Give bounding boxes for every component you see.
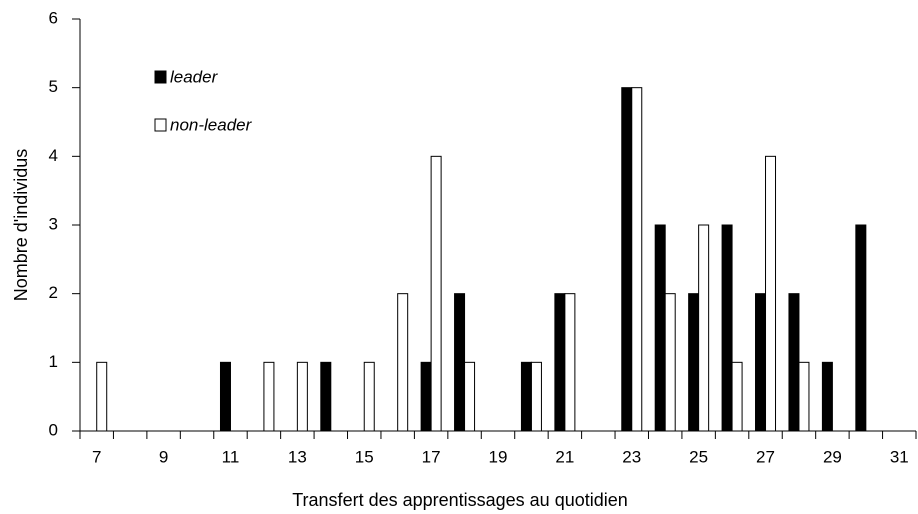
bar	[454, 293, 466, 432]
y-tick-label: 1	[49, 352, 58, 371]
legend-swatch	[154, 70, 167, 84]
bar	[731, 361, 743, 432]
y-tick-label: 5	[49, 77, 58, 96]
bar	[631, 87, 643, 432]
bar	[688, 293, 700, 432]
legend-swatch	[154, 118, 167, 132]
bar	[564, 293, 576, 432]
bar	[698, 224, 710, 432]
x-tick-label: 31	[890, 447, 909, 466]
y-tick-label: 3	[49, 214, 58, 233]
bar	[96, 361, 108, 432]
bar	[654, 224, 666, 432]
legend-label: leader	[170, 67, 219, 86]
bar	[821, 361, 833, 432]
bar	[798, 361, 810, 432]
bar	[530, 361, 542, 432]
x-tick-label: 13	[288, 447, 307, 466]
bar	[320, 361, 332, 432]
y-tick-label: 4	[49, 146, 58, 165]
bar	[520, 361, 532, 432]
bar	[554, 293, 566, 432]
bar	[363, 361, 375, 432]
bar	[721, 224, 733, 432]
x-tick-label: 21	[555, 447, 574, 466]
bar	[788, 293, 800, 432]
bar	[219, 361, 231, 432]
y-tick-label: 2	[49, 283, 58, 302]
bar	[664, 293, 676, 432]
x-tick-label: 19	[489, 447, 508, 466]
bar	[765, 155, 777, 432]
x-tick-label: 25	[689, 447, 708, 466]
bar	[755, 293, 767, 432]
bar	[296, 361, 308, 432]
x-tick-label: 23	[622, 447, 641, 466]
bar	[430, 155, 442, 432]
x-tick-label: 9	[159, 447, 168, 466]
x-tick-label: 15	[355, 447, 374, 466]
bar	[855, 224, 867, 432]
bar	[621, 87, 633, 432]
x-tick-label: 29	[823, 447, 842, 466]
x-tick-label: 27	[756, 447, 775, 466]
y-tick-label: 0	[49, 420, 58, 439]
legend-label: non-leader	[170, 115, 253, 134]
bar	[397, 293, 409, 432]
bar	[464, 361, 476, 432]
bar	[263, 361, 275, 432]
x-axis-title: Transfert des apprentissages au quotidie…	[292, 490, 628, 510]
bar	[420, 361, 432, 432]
y-tick-label: 6	[49, 8, 58, 27]
y-axis-title: Nombre d'individus	[11, 149, 31, 302]
x-tick-label: 11	[222, 447, 240, 466]
x-tick-label: 7	[92, 447, 101, 466]
x-tick-label: 17	[422, 447, 441, 466]
